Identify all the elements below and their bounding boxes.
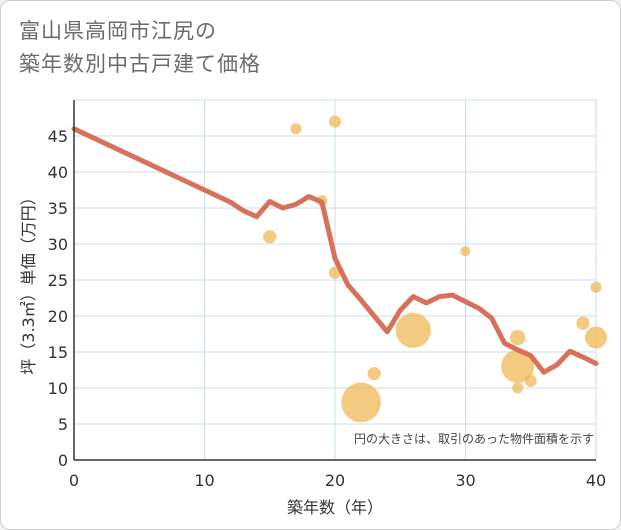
data-bubble [341, 382, 381, 423]
y-tick-label: 5 [58, 415, 68, 434]
data-bubble [510, 329, 526, 346]
y-tick-label: 45 [48, 127, 68, 146]
y-tick-label: 10 [48, 379, 68, 398]
data-bubble [585, 326, 607, 349]
data-bubble [590, 281, 602, 293]
chart-title: 富山県高岡市江尻の 築年数別中古戸建て価格 [19, 15, 261, 81]
x-tick-label: 40 [586, 471, 606, 490]
trend-line-series [71, 126, 599, 375]
grid-lines [74, 99, 597, 460]
data-bubble [263, 230, 277, 244]
x-axis-title: 築年数（年） [287, 498, 383, 517]
x-tick-label: 20 [325, 471, 345, 490]
data-bubble [395, 312, 431, 348]
y-tick-label: 40 [48, 163, 68, 182]
x-tick-label: 0 [69, 471, 79, 490]
data-bubble [576, 316, 590, 330]
data-bubble [460, 246, 471, 257]
data-bubble [328, 115, 342, 128]
data-bubble [290, 123, 302, 135]
y-axis-title: 坪（3.3㎡）単価（万円） [19, 189, 38, 374]
chart-title-line2: 築年数別中古戸建て価格 [19, 52, 261, 76]
x-tick-label: 30 [455, 471, 475, 490]
y-tick-label: 20 [48, 307, 68, 326]
y-tick-label: 35 [48, 199, 68, 218]
x-tick-label: 10 [194, 471, 214, 490]
data-bubble [501, 349, 535, 383]
y-tick-label: 15 [48, 343, 68, 362]
y-tick-label: 25 [48, 271, 68, 290]
data-bubble [367, 367, 381, 381]
bubble-size-note: 円の大きさは、取引のあった物件面積を示す [354, 431, 594, 446]
trend-line [71, 126, 599, 375]
tick-labels: 0 10 20 30 40 0 5 10 15 20 25 30 35 40 45 [48, 127, 607, 490]
chart-title-line1: 富山県高岡市江尻の [19, 19, 217, 43]
y-tick-label: 30 [48, 235, 68, 254]
data-bubble [524, 374, 537, 387]
data-bubble [512, 382, 524, 394]
bubble-series [263, 115, 607, 423]
axes [73, 100, 596, 461]
y-tick-label: 0 [58, 451, 68, 470]
